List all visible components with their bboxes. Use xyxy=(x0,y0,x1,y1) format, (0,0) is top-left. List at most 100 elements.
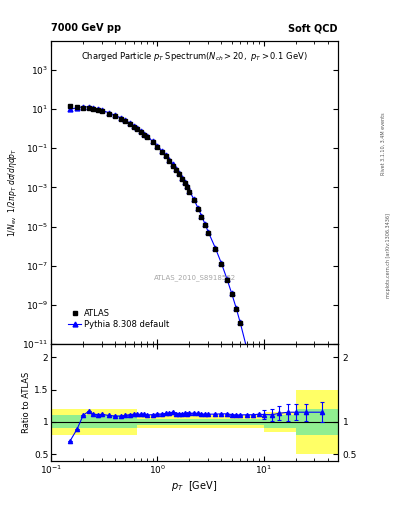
Text: 7000 GeV pp: 7000 GeV pp xyxy=(51,23,121,33)
Pythia 8.308 default xyxy=(180,175,184,181)
Pythia 8.308 default xyxy=(68,106,72,112)
Pythia 8.308 default xyxy=(163,153,168,159)
ATLAS xyxy=(139,129,143,135)
ATLAS xyxy=(142,132,147,138)
Pythia 8.308 default xyxy=(224,275,229,282)
ATLAS xyxy=(118,115,123,121)
ATLAS xyxy=(113,113,118,119)
Y-axis label: $1/N_{\rm ev}\ \ 1/2\pi p_T\ d\sigma/d\eta dp_T$: $1/N_{\rm ev}\ \ 1/2\pi p_T\ d\sigma/d\e… xyxy=(6,148,19,237)
ATLAS xyxy=(191,197,196,203)
Line: Pythia 8.308 default: Pythia 8.308 default xyxy=(67,104,324,512)
Pythia 8.308 default xyxy=(238,319,242,325)
Pythia 8.308 default xyxy=(86,104,91,110)
ATLAS xyxy=(86,105,91,111)
Pythia 8.308 default xyxy=(206,228,211,234)
ATLAS xyxy=(107,111,111,117)
ATLAS xyxy=(206,229,211,236)
ATLAS xyxy=(213,246,218,252)
Pythia 8.308 default xyxy=(219,260,224,266)
ATLAS xyxy=(160,149,164,155)
Pythia 8.308 default xyxy=(155,143,160,149)
Pythia 8.308 default xyxy=(135,125,140,132)
Text: mcplots.cern.ch [arXiv:1306.3436]: mcplots.cern.ch [arXiv:1306.3436] xyxy=(386,214,391,298)
ATLAS xyxy=(75,104,79,110)
ATLAS xyxy=(238,320,242,326)
Pythia 8.308 default xyxy=(139,128,143,134)
ATLAS xyxy=(224,276,229,283)
ATLAS xyxy=(270,479,274,485)
Text: Soft QCD: Soft QCD xyxy=(288,23,338,33)
Text: Charged Particle $p_T$ Spectrum$(N_{ch}>20,\ p_T>0.1\ {\rm GeV})$: Charged Particle $p_T$ Spectrum$(N_{ch}>… xyxy=(81,50,308,63)
Pythia 8.308 default xyxy=(261,428,266,434)
Text: Rivet 3.1.10, 3.4M events: Rivet 3.1.10, 3.4M events xyxy=(381,112,386,175)
Pythia 8.308 default xyxy=(245,347,250,353)
Pythia 8.308 default xyxy=(185,183,189,189)
ATLAS xyxy=(234,306,239,312)
ATLAS xyxy=(202,222,207,228)
Text: ATLAS_2010_S8918562: ATLAS_2010_S8918562 xyxy=(154,274,235,281)
ATLAS xyxy=(135,126,140,133)
Pythia 8.308 default xyxy=(95,106,100,112)
Pythia 8.308 default xyxy=(127,120,132,126)
ATLAS xyxy=(219,261,224,267)
ATLAS xyxy=(261,429,266,435)
Pythia 8.308 default xyxy=(91,105,96,111)
Pythia 8.308 default xyxy=(75,105,79,111)
ATLAS xyxy=(155,144,160,150)
Pythia 8.308 default xyxy=(257,401,261,408)
Pythia 8.308 default xyxy=(171,161,175,167)
Pythia 8.308 default xyxy=(107,110,111,116)
ATLAS xyxy=(127,121,132,127)
ATLAS xyxy=(163,154,168,160)
Pythia 8.308 default xyxy=(81,103,85,110)
ATLAS xyxy=(199,214,204,220)
Pythia 8.308 default xyxy=(199,212,204,219)
ATLAS xyxy=(131,123,136,130)
Line: ATLAS: ATLAS xyxy=(67,104,324,512)
Pythia 8.308 default xyxy=(270,478,274,484)
Pythia 8.308 default xyxy=(123,117,128,123)
Pythia 8.308 default xyxy=(160,148,164,154)
Pythia 8.308 default xyxy=(150,138,155,144)
Y-axis label: Ratio to ATLAS: Ratio to ATLAS xyxy=(22,372,31,433)
ATLAS xyxy=(257,402,261,409)
ATLAS xyxy=(150,139,155,145)
ATLAS xyxy=(230,291,234,297)
Legend: ATLAS, Pythia 8.308 default: ATLAS, Pythia 8.308 default xyxy=(67,308,171,331)
ATLAS xyxy=(177,172,182,178)
Pythia 8.308 default xyxy=(187,188,192,194)
ATLAS xyxy=(174,167,178,173)
Pythia 8.308 default xyxy=(182,179,187,185)
ATLAS xyxy=(95,107,100,113)
ATLAS xyxy=(145,134,149,140)
ATLAS xyxy=(182,180,187,186)
Pythia 8.308 default xyxy=(145,133,149,139)
ATLAS xyxy=(195,205,200,211)
Pythia 8.308 default xyxy=(131,122,136,129)
ATLAS xyxy=(245,348,250,354)
Pythia 8.308 default xyxy=(213,245,218,251)
Pythia 8.308 default xyxy=(99,108,104,114)
Pythia 8.308 default xyxy=(142,131,147,137)
X-axis label: $p_T\ \ [\rm GeV]$: $p_T\ \ [\rm GeV]$ xyxy=(171,479,218,493)
ATLAS xyxy=(185,184,189,190)
ATLAS xyxy=(123,118,128,124)
Pythia 8.308 default xyxy=(167,157,172,163)
Pythia 8.308 default xyxy=(174,166,178,172)
Pythia 8.308 default xyxy=(177,170,182,177)
ATLAS xyxy=(91,106,96,112)
Pythia 8.308 default xyxy=(195,204,200,210)
ATLAS xyxy=(167,158,172,164)
ATLAS xyxy=(251,375,256,381)
Pythia 8.308 default xyxy=(202,221,207,227)
ATLAS xyxy=(180,176,184,182)
ATLAS xyxy=(171,162,175,168)
Pythia 8.308 default xyxy=(230,290,234,296)
Pythia 8.308 default xyxy=(113,112,118,118)
ATLAS xyxy=(187,189,192,195)
ATLAS xyxy=(81,104,85,111)
Pythia 8.308 default xyxy=(191,196,196,202)
Pythia 8.308 default xyxy=(118,115,123,121)
Pythia 8.308 default xyxy=(234,305,239,311)
ATLAS xyxy=(68,103,72,109)
